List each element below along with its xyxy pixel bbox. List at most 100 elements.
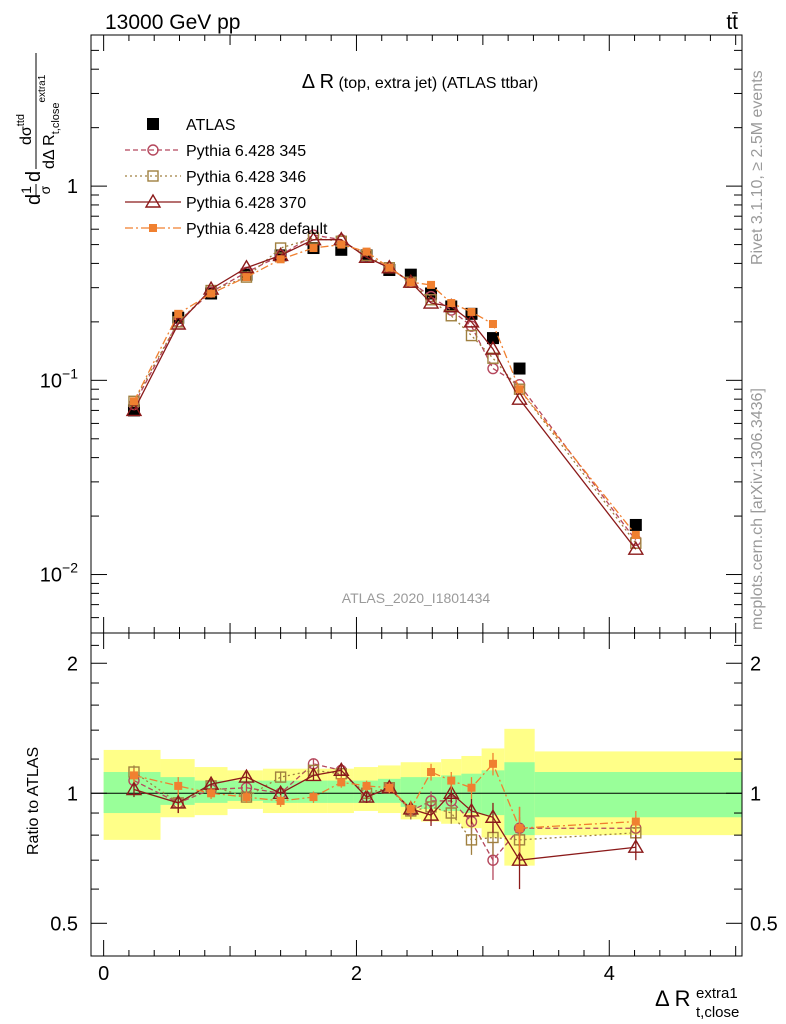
main-data-point [337,240,346,249]
ratio-panel-frame [90,632,743,957]
ratio-y-tick-label-right: 2 [750,653,761,675]
main-y-tick-exp: −2 [62,560,78,576]
ylabel-d: d [23,194,45,205]
ratio-data-point [443,784,460,799]
main-data-point [511,390,528,405]
main-data-point [207,289,216,298]
ratio-data-point [238,768,255,783]
x-axis-ticks: 0 2 4 [98,35,737,985]
legend-entry: Pythia 6.428 346 [125,169,306,186]
main-data-point [467,307,476,316]
ratio-data-point [242,793,251,802]
main-data-point [486,332,499,345]
main-data-point [627,540,645,555]
legend-entry: ATLAS [147,117,236,134]
legend-label: Pythia 6.428 346 [186,169,306,186]
ratio-data-point [488,759,497,768]
main-data-point [274,242,287,254]
main-y-axis-label: d 1 σ d dσttd dΔ Rt,closeextra1 [15,53,62,205]
ratio-data-point [631,817,640,826]
main-data-point [276,255,285,264]
ratio-data-point [445,807,457,819]
ylabel-num-sup: ttd [15,114,27,126]
ylabel-num: dσttd [15,114,35,145]
ylabel-frac-den: σ [37,185,53,194]
ratio-data-point [467,783,476,792]
ratio-data-point [406,804,415,813]
ylabel-den: dΔ Rt,closeextra1 [37,74,62,169]
main-data-point [515,385,524,394]
ratio-series-layer [125,752,645,890]
ratio-data-point [362,781,371,790]
x-tick-label: 4 [604,963,615,985]
ratio-data-point [447,776,456,785]
chart-title-main: Δ R [302,71,334,93]
x-axis-label: Δ R [655,986,690,1011]
legend-entry: Pythia 6.428 default [125,221,328,238]
main-data-point [447,299,456,308]
ratio-data-point [484,808,502,823]
main-series-4 [129,240,640,539]
main-y-tick-exp: −1 [62,365,78,381]
ratio-data-point [276,796,285,805]
inner-band-bin [227,780,263,801]
legend-label: Pythia 6.428 370 [186,195,306,212]
ratio-data-point [427,768,436,777]
ratio-y-tick-label-left: 2 [67,653,78,675]
main-data-point [513,362,526,375]
main-data-point [427,280,436,289]
ylabel-frac-num: 1 [18,186,34,194]
legend-marker [147,170,159,182]
chart-title-rest: (top, extra jet) (ATLAS ttbar) [334,75,538,92]
main-y-tick-label: 1 [67,176,78,198]
main-series-line [133,239,637,550]
main-series-line [133,243,637,536]
process-label: tt̄ [726,11,738,34]
main-data-point [238,259,255,274]
ratio-y-axis-label: Ratio to ATLAS [25,747,42,855]
inner-band-bin [297,780,328,803]
legend-label: ATLAS [186,117,236,134]
ratio-data-point [385,783,394,792]
legend-marker [147,118,159,130]
main-data-point [309,244,318,253]
ratio-data-point [511,851,528,866]
x-tick-label: 2 [351,963,362,985]
ratio-data-point [274,771,287,783]
ratio-data-point [487,854,499,866]
main-y-tick-base: 1 [67,176,78,198]
main-data-point [406,278,415,287]
ratio-y-tick-label-right: 0.5 [750,913,778,935]
main-data-point [385,263,394,272]
main-data-point [631,530,640,539]
ratio-data-point [309,793,318,802]
ratio-data-point [170,794,187,809]
ratio-y-tick-label-left: 0.5 [50,913,78,935]
ratio-y-tick-label-left: 1 [67,783,78,805]
main-data-point [125,402,143,417]
ylabel-den-sup: extra1 [37,74,48,102]
ylabel-num-main: dσ [18,126,35,145]
legend: ATLAS Pythia 6.428 345 Pythia 6.428 346 Pyt… [125,117,328,238]
ratio-data-point [422,806,440,821]
legend-entry: Pythia 6.428 370 [125,193,306,212]
inner-band-bin [400,777,421,807]
ratio-data-point [174,781,183,790]
main-data-point [465,329,478,342]
rivet-label: Rivet 3.1.10, ≥ 2.5M events [749,70,766,265]
ratio-series-3 [129,752,640,853]
xlabel-sup: extra1 [696,985,738,1002]
legend-label: Pythia 6.428 345 [186,143,306,160]
mcplots-label: mcplots.cern.ch [arXiv:1306.3436] [749,388,766,630]
legend-marker [147,144,159,156]
main-data-point [129,397,138,406]
ylabel-d2: d [23,171,45,182]
legend-marker [149,224,157,232]
legend-entry: Pythia 6.428 345 [125,143,306,160]
ratio-data-point [627,838,645,853]
analysis-id: ATLAS_2020_I1801434 [342,590,491,606]
ratio-axis-ticks: 0.5 0.5 1 1 2 2 [50,644,778,935]
ylabel-den-main: dΔ R [41,134,58,169]
main-y-tick-base: 10 [40,370,62,392]
